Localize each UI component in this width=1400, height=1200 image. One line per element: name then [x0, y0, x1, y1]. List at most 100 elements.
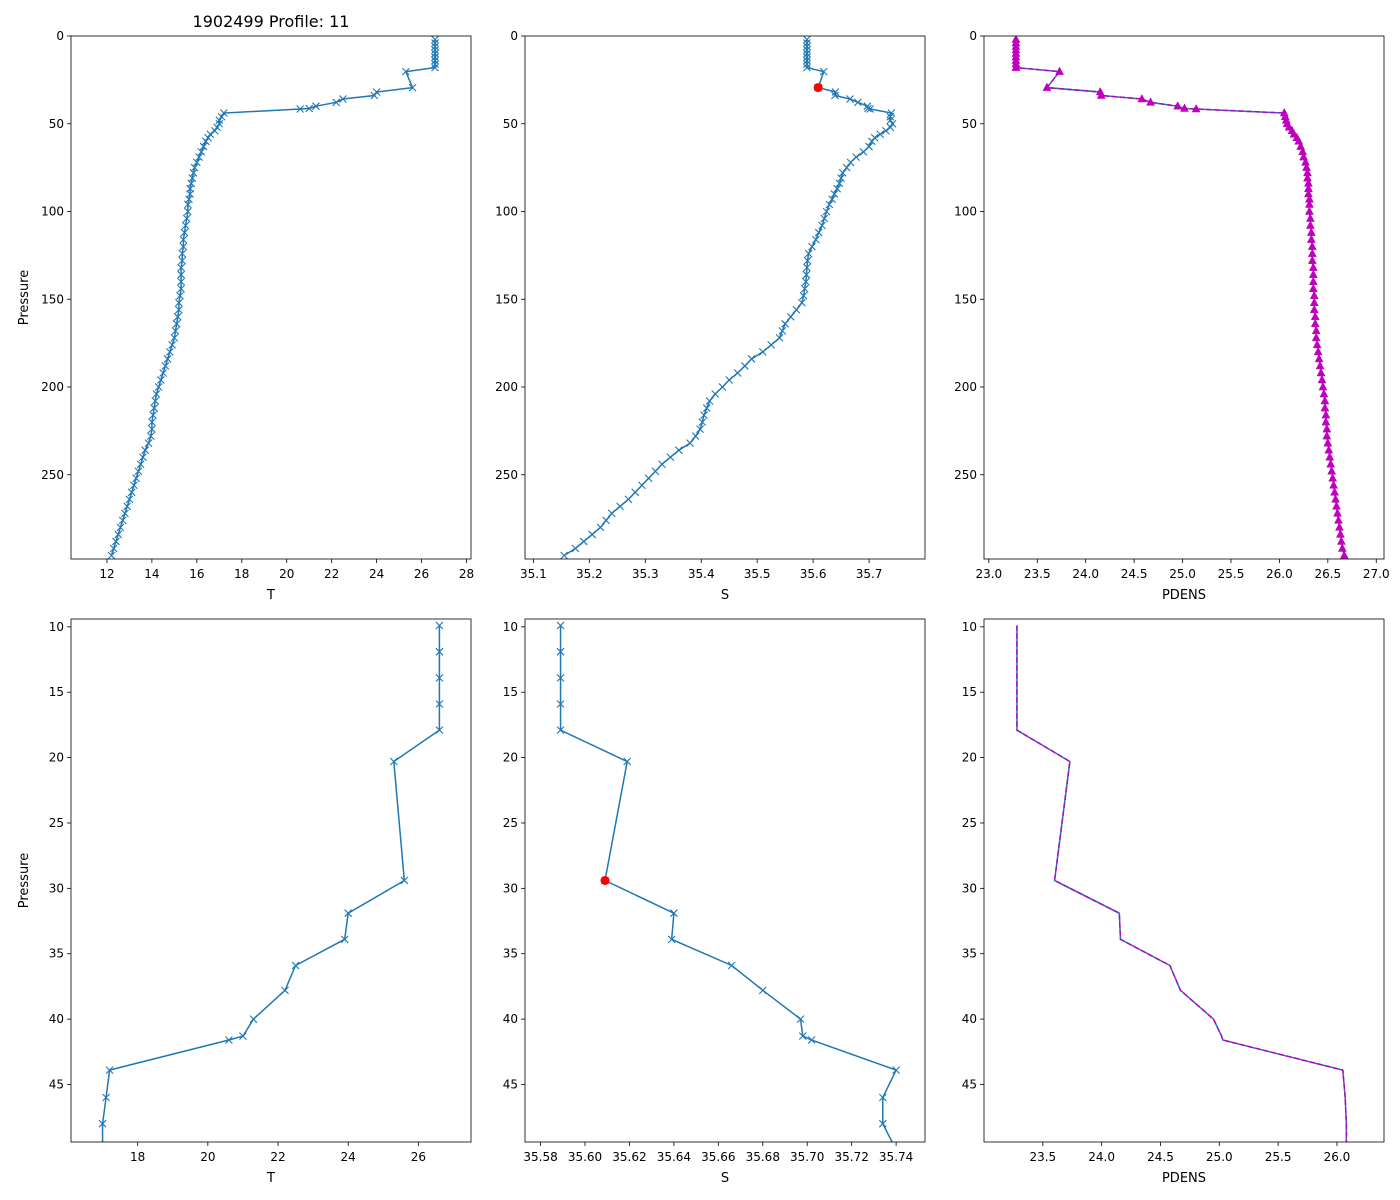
- x-tick-label: 35.7: [856, 567, 883, 581]
- data-point-x: [822, 207, 831, 216]
- data-point-x: [181, 221, 190, 230]
- data-point-triangle: [1308, 269, 1318, 278]
- y-tick-label: 50: [503, 117, 518, 131]
- x-tick-label: 35.3: [632, 567, 659, 581]
- y-tick-label: 0: [969, 29, 977, 43]
- data-point-x: [431, 60, 439, 68]
- x-tick-label: 35.5: [744, 567, 771, 581]
- data-point-x: [878, 1093, 887, 1102]
- series-bottom-t: [98, 621, 444, 1142]
- x-tick-label: 35.64: [657, 1150, 691, 1164]
- x-tick-label: 26.5: [1314, 567, 1341, 581]
- data-point-x: [881, 126, 890, 135]
- data-point-x: [556, 726, 565, 735]
- data-point-x: [408, 83, 417, 92]
- series-line: [110, 39, 436, 556]
- data-point-x: [758, 348, 767, 356]
- pdens-line: [1015, 39, 1346, 556]
- x-tick-label: 25.0: [1206, 1150, 1233, 1164]
- data-point-x: [579, 537, 588, 546]
- data-point-x: [667, 935, 676, 944]
- data-point-x: [798, 1032, 807, 1040]
- flagged-point: [600, 876, 610, 885]
- data-point-triangle: [1336, 529, 1345, 538]
- x-axis-label: S: [721, 1171, 729, 1186]
- data-point-triangle: [1337, 543, 1347, 552]
- data-point-x: [156, 376, 165, 384]
- data-point-x: [803, 49, 811, 58]
- x-tick-label: 23.0: [975, 567, 1002, 581]
- y-tick-label: 150: [495, 292, 518, 306]
- x-tick-label: 20: [200, 1150, 215, 1164]
- x-tick-label: 23.5: [1024, 567, 1051, 581]
- data-point-x: [109, 544, 118, 553]
- data-point-x: [803, 256, 812, 265]
- data-point-triangle: [1313, 346, 1323, 356]
- data-point-x: [178, 256, 187, 265]
- y-tick-label: 15: [962, 685, 977, 699]
- data-point-x: [179, 235, 188, 244]
- data-point-x: [161, 362, 170, 370]
- data-point-triangle: [1191, 103, 1201, 113]
- data-point-x: [401, 67, 410, 76]
- data-point-x: [204, 133, 212, 142]
- data-point-x: [435, 673, 444, 682]
- data-point-x: [886, 112, 895, 121]
- y-tick-label: 50: [962, 117, 977, 131]
- data-point-x: [291, 961, 300, 970]
- data-point-x: [148, 425, 156, 434]
- data-point-x: [344, 909, 353, 918]
- x-tick-label: 24.0: [1088, 1150, 1115, 1164]
- data-point-x: [781, 319, 790, 328]
- y-axis-label: Pressure: [17, 853, 32, 909]
- x-tick-label: 26.0: [1266, 567, 1293, 581]
- data-point-x: [152, 390, 161, 398]
- data-point-x: [775, 333, 784, 342]
- data-point-x: [859, 147, 868, 156]
- x-tick-label: 35.60: [568, 1150, 602, 1164]
- data-point-x: [180, 228, 189, 237]
- data-point-x: [213, 123, 221, 132]
- data-point-triangle: [1305, 213, 1315, 222]
- data-point-x: [638, 481, 646, 490]
- data-point-x: [803, 42, 811, 51]
- x-axis-label: PDENS: [1162, 1171, 1206, 1186]
- x-axis-label: PDENS: [1162, 588, 1206, 603]
- pdens-line: [1016, 625, 1348, 1142]
- data-point-x: [602, 516, 611, 525]
- data-point-x: [206, 130, 215, 139]
- x-tick-label: 35.72: [834, 1150, 868, 1164]
- data-point-x: [571, 544, 580, 553]
- y-tick-label: 15: [503, 685, 518, 699]
- data-point-triangle: [1307, 255, 1317, 264]
- x-tick-label: 16: [189, 567, 204, 581]
- data-point-x: [674, 446, 683, 455]
- y-tick-label: 45: [49, 1077, 64, 1091]
- data-point-x: [121, 509, 129, 518]
- data-point-x: [853, 98, 862, 107]
- data-point-x: [215, 119, 224, 128]
- data-point-triangle: [1096, 90, 1106, 99]
- data-point-x: [435, 726, 444, 735]
- data-point-triangle: [1011, 62, 1021, 71]
- data-point-x: [560, 551, 569, 559]
- data-point-triangle: [1173, 101, 1183, 110]
- data-point-x: [819, 67, 828, 76]
- data-point-x: [804, 249, 813, 258]
- data-point-triangle: [1137, 93, 1147, 103]
- y-tick-label: 15: [49, 685, 64, 699]
- data-point-x: [803, 263, 811, 272]
- data-point-triangle: [1310, 318, 1320, 328]
- data-point-x: [102, 1093, 110, 1102]
- data-point-x: [139, 453, 147, 462]
- data-point-triangle: [1339, 550, 1349, 559]
- y-tick-label: 250: [954, 468, 977, 482]
- data-point-triangle: [1311, 332, 1321, 342]
- data-point-x: [837, 174, 845, 183]
- data-point-x: [556, 700, 565, 708]
- data-point-x: [183, 200, 192, 209]
- data-point-triangle: [1316, 367, 1326, 377]
- x-tick-label: 35.74: [879, 1150, 913, 1164]
- data-point-x: [219, 109, 228, 117]
